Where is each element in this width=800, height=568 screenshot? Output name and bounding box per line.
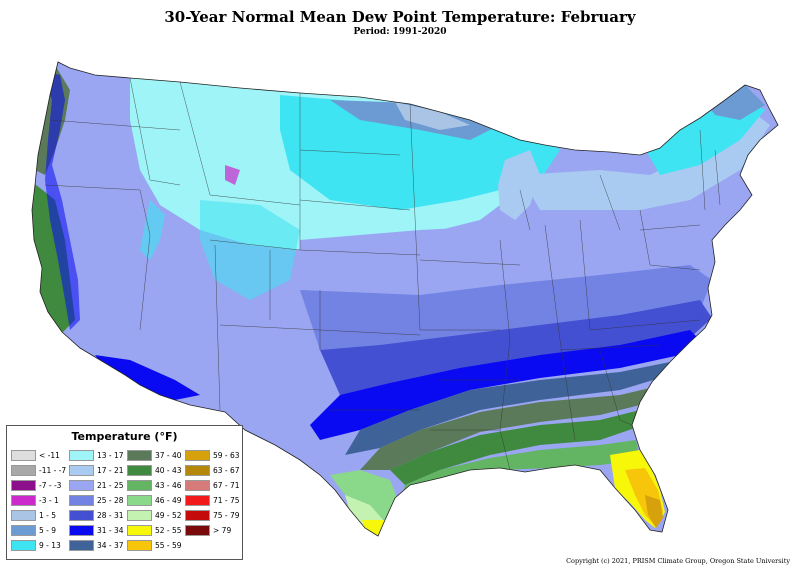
legend-label: 49 - 52 (155, 511, 182, 520)
legend-label: 67 - 71 (213, 481, 240, 490)
legend-label: 40 - 43 (155, 466, 182, 475)
legend-swatch (185, 525, 210, 536)
legend-item: 43 - 46 (127, 478, 185, 493)
legend-label: 28 - 31 (97, 511, 124, 520)
legend-swatch (11, 540, 36, 551)
legend-swatch (185, 480, 210, 491)
legend-swatch (69, 525, 94, 536)
legend-item: 28 - 31 (69, 508, 127, 523)
legend-label: 21 - 25 (97, 481, 124, 490)
legend-item: 25 - 28 (69, 493, 127, 508)
legend-grid: < -11 -11 - -7 -7 - -3 -3 - 1 1 - 5 5 - 9 9 - … (11, 448, 243, 553)
legend-swatch (11, 495, 36, 506)
legend-item: 1 - 5 (11, 508, 69, 523)
legend-label: 17 - 21 (97, 466, 124, 475)
legend-swatch (11, 480, 36, 491)
legend-label: 13 - 17 (97, 451, 124, 460)
legend-item: 49 - 52 (127, 508, 185, 523)
legend-swatch (185, 510, 210, 521)
legend-swatch (127, 540, 152, 551)
legend-item: 71 - 75 (185, 493, 243, 508)
legend-swatch (185, 450, 210, 461)
legend-swatch (69, 495, 94, 506)
legend-label: 71 - 75 (213, 496, 240, 505)
legend-label: -3 - 1 (39, 496, 59, 505)
legend-label: 52 - 55 (155, 526, 182, 535)
legend-swatch (11, 510, 36, 521)
legend-item: 52 - 55 (127, 523, 185, 538)
legend-swatch (69, 450, 94, 461)
legend-swatch (127, 525, 152, 536)
legend-item: 21 - 25 (69, 478, 127, 493)
map-title: 30-Year Normal Mean Dew Point Temperatur… (164, 8, 636, 26)
legend-item: 67 - 71 (185, 478, 243, 493)
legend-swatch (69, 540, 94, 551)
legend-item: -3 - 1 (11, 493, 69, 508)
copyright-notice: Copyright (c) 2021, PRISM Climate Group,… (566, 557, 790, 565)
legend-item: 75 - 79 (185, 508, 243, 523)
legend-label: 34 - 37 (97, 541, 124, 550)
legend-item: 9 - 13 (11, 538, 69, 553)
legend-item: 46 - 49 (127, 493, 185, 508)
map-subtitle: Period: 1991-2020 (353, 27, 447, 37)
legend-swatch (185, 465, 210, 476)
legend-item: -11 - -7 (11, 463, 69, 478)
legend-item: 31 - 34 (69, 523, 127, 538)
legend-item: < -11 (11, 448, 69, 463)
legend-label: 31 - 34 (97, 526, 124, 535)
legend-label: < -11 (39, 451, 60, 460)
legend-swatch (127, 465, 152, 476)
legend-title: Temperature (°F) (71, 430, 178, 443)
legend-swatch (127, 480, 152, 491)
legend-label: -7 - -3 (39, 481, 62, 490)
legend-item: 34 - 37 (69, 538, 127, 553)
legend-item: 13 - 17 (69, 448, 127, 463)
temperature-legend: Temperature (°F) < -11 -11 - -7 -7 - -3 -3 … (6, 425, 243, 560)
legend-swatch (11, 525, 36, 536)
legend-swatch (127, 495, 152, 506)
legend-swatch (127, 510, 152, 521)
legend-swatch (69, 480, 94, 491)
legend-label: > 79 (213, 526, 232, 535)
legend-item: -7 - -3 (11, 478, 69, 493)
legend-label: -11 - -7 (39, 466, 67, 475)
legend-label: 9 - 13 (39, 541, 61, 550)
legend-swatch (69, 510, 94, 521)
legend-label: 75 - 79 (213, 511, 240, 520)
legend-item: 63 - 67 (185, 463, 243, 478)
legend-item: 55 - 59 (127, 538, 185, 553)
legend-label: 63 - 67 (213, 466, 240, 475)
legend-item: 59 - 63 (185, 448, 243, 463)
legend-label: 55 - 59 (155, 541, 182, 550)
legend-label: 46 - 49 (155, 496, 182, 505)
legend-swatch (127, 450, 152, 461)
legend-label: 5 - 9 (39, 526, 57, 535)
legend-swatch (11, 465, 36, 476)
legend-item: 37 - 40 (127, 448, 185, 463)
legend-item: > 79 (185, 523, 243, 538)
legend-label: 25 - 28 (97, 496, 124, 505)
dew-point-map (31, 61, 779, 537)
legend-swatch (11, 450, 36, 461)
legend-item: 5 - 9 (11, 523, 69, 538)
legend-item: 17 - 21 (69, 463, 127, 478)
legend-label: 37 - 40 (155, 451, 182, 460)
legend-label: 43 - 46 (155, 481, 182, 490)
legend-swatch (185, 495, 210, 506)
legend-label: 1 - 5 (39, 511, 57, 520)
legend-swatch (69, 465, 94, 476)
legend-label: 59 - 63 (213, 451, 240, 460)
legend-item: 40 - 43 (127, 463, 185, 478)
